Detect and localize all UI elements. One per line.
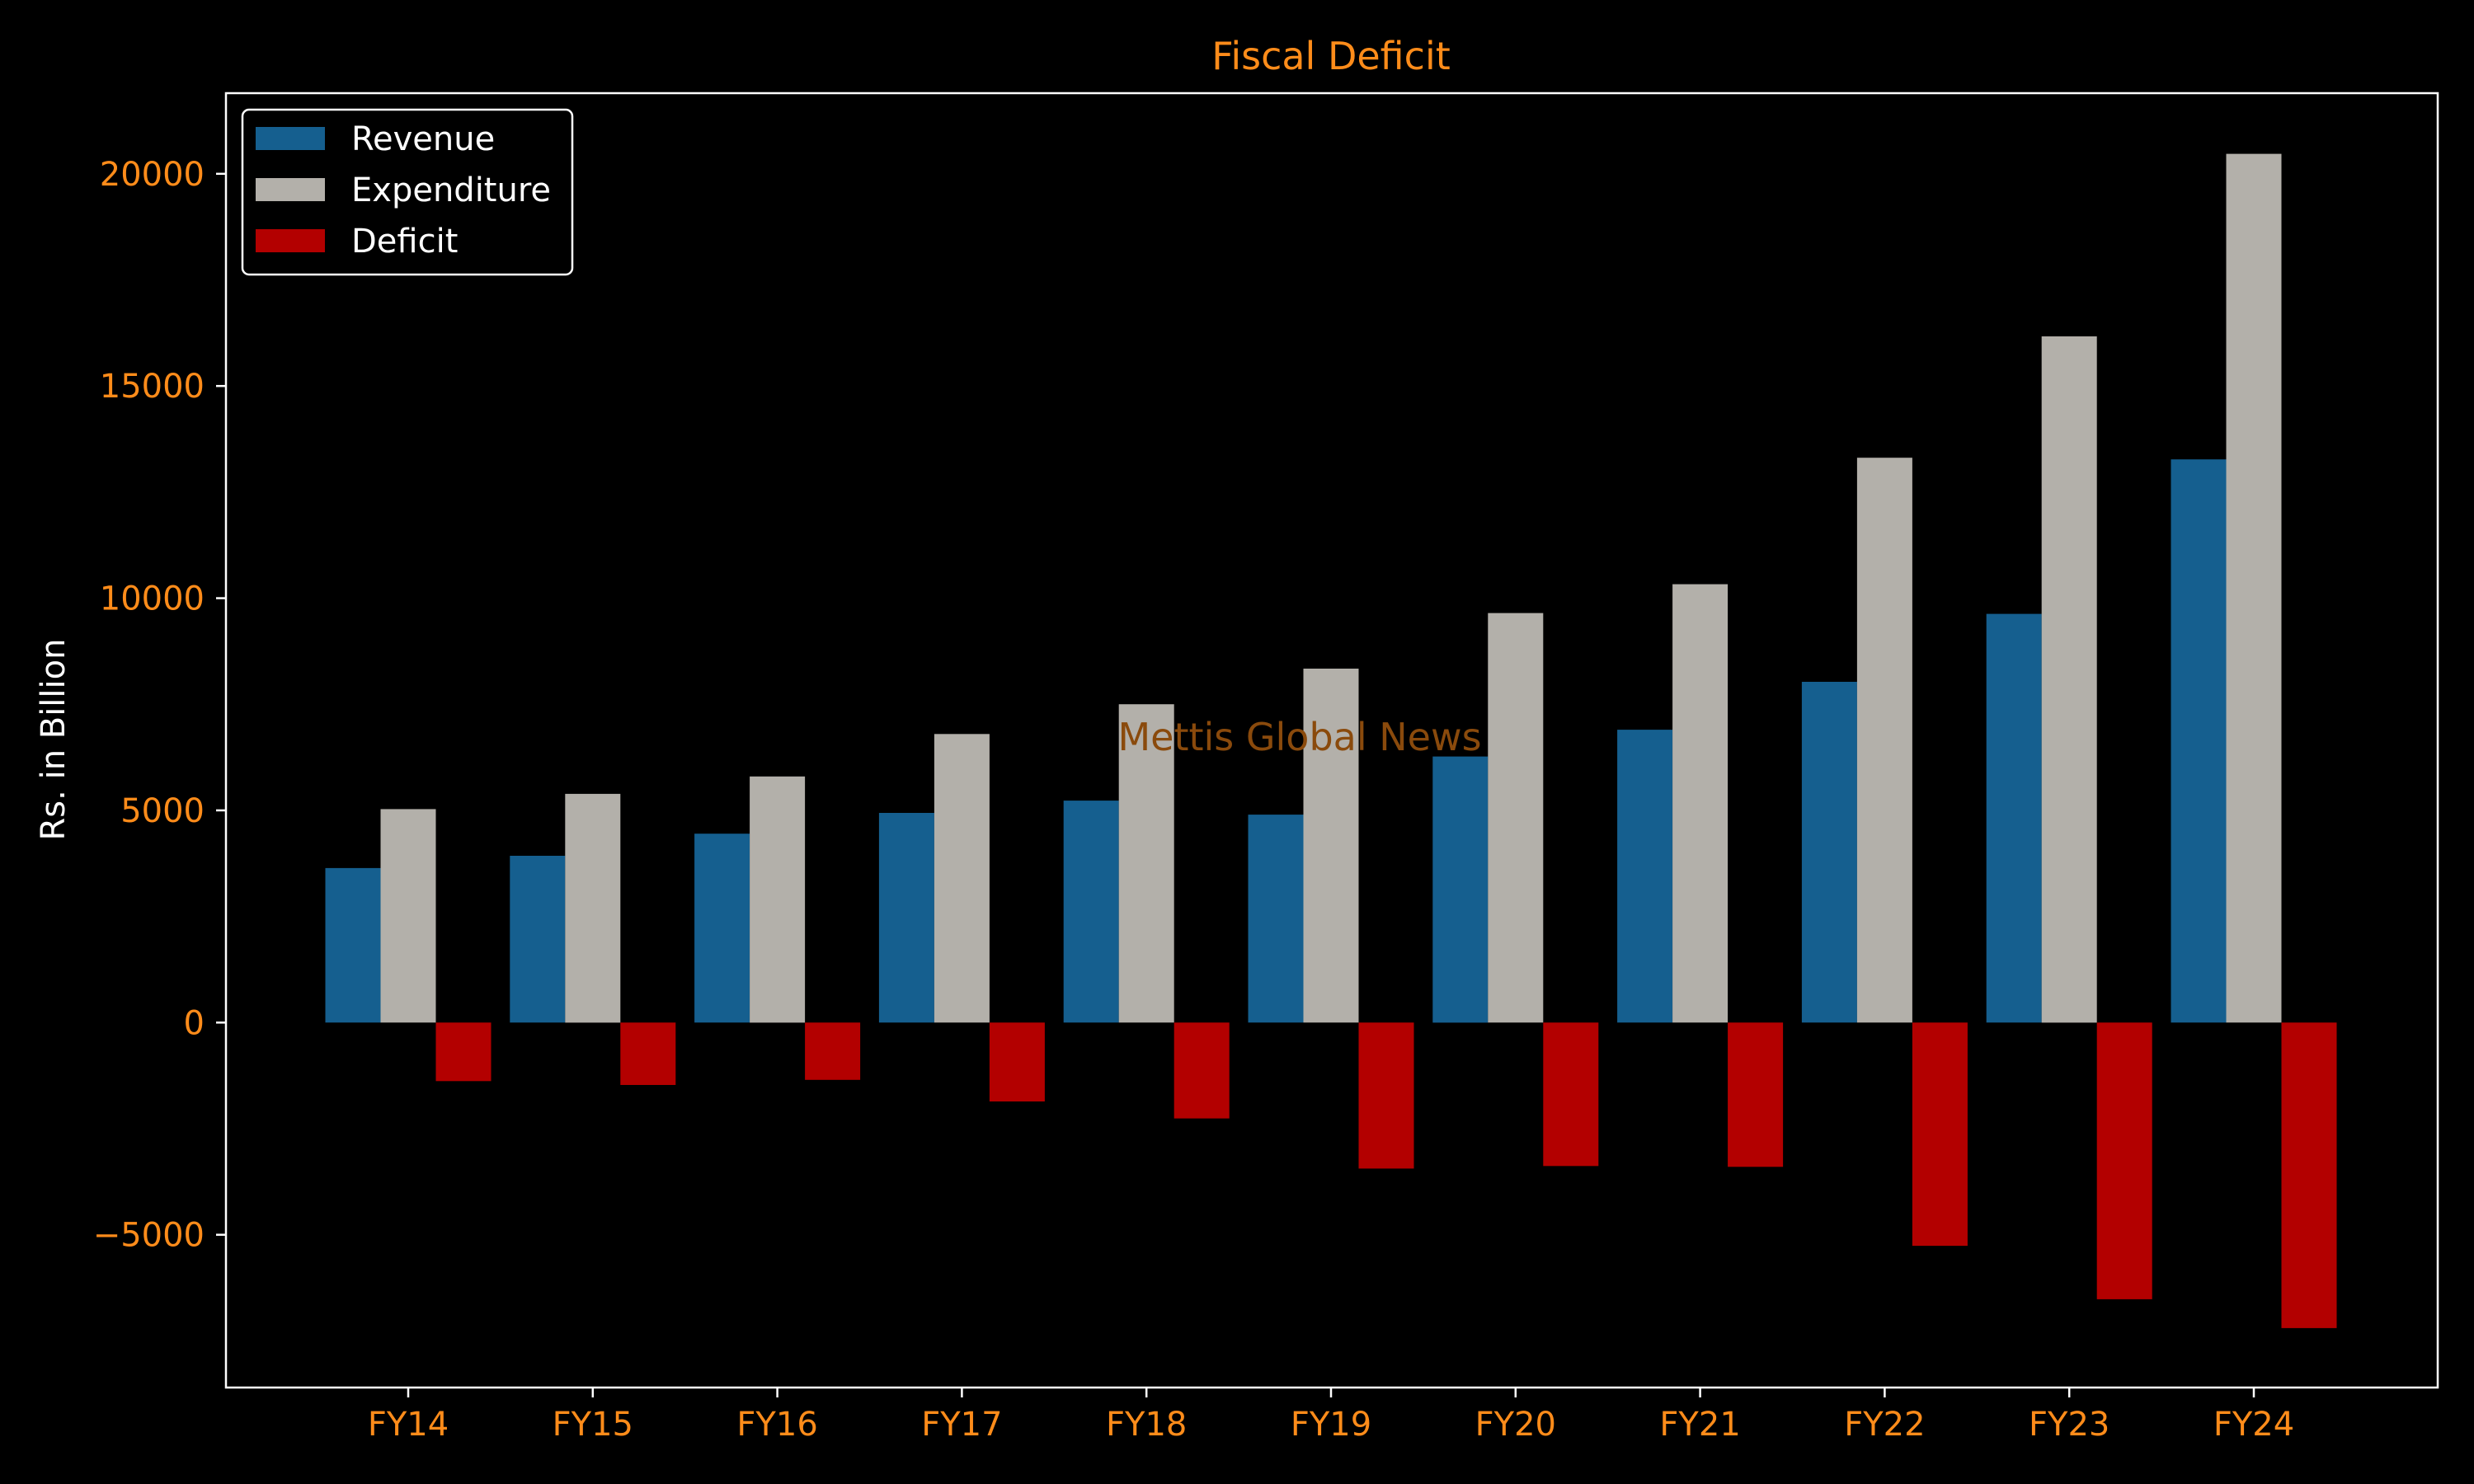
bar-deficit-fy14 — [435, 1022, 492, 1082]
bar-revenue-fy18 — [1063, 801, 1119, 1023]
bar-deficit-fy17 — [989, 1022, 1045, 1101]
bar-deficit-fy18 — [1174, 1022, 1230, 1119]
bar-revenue-fy15 — [510, 856, 566, 1023]
bar-expenditure-fy19 — [1303, 669, 1359, 1023]
bar-deficit-fy20 — [1543, 1022, 1599, 1167]
bar-revenue-fy19 — [1248, 815, 1304, 1023]
legend-label-expenditure: Expenditure — [351, 171, 551, 209]
y-tick-label: 10000 — [100, 580, 205, 618]
bar-expenditure-fy17 — [934, 734, 990, 1023]
x-tick-label-fy24: FY24 — [2213, 1406, 2294, 1444]
bar-expenditure-fy15 — [565, 793, 621, 1023]
legend-swatch-deficit — [256, 229, 325, 252]
watermark-text: Mettis Global News — [1117, 715, 1481, 759]
x-tick-label-fy23: FY23 — [2029, 1406, 2109, 1444]
legend-label-revenue: Revenue — [351, 120, 495, 158]
bar-expenditure-fy21 — [1672, 584, 1729, 1023]
y-tick-label: 20000 — [100, 156, 205, 194]
bar-revenue-fy23 — [1986, 613, 2042, 1023]
x-tick-label-fy14: FY14 — [368, 1406, 449, 1444]
legend-swatch-expenditure — [256, 178, 325, 201]
bar-revenue-fy16 — [694, 834, 750, 1023]
bar-revenue-fy20 — [1432, 756, 1489, 1023]
bar-expenditure-fy24 — [2226, 153, 2282, 1023]
bar-expenditure-fy23 — [2041, 336, 2097, 1023]
x-tick-label-fy19: FY19 — [1291, 1406, 1371, 1444]
bar-deficit-fy24 — [2281, 1022, 2337, 1328]
bar-expenditure-fy14 — [380, 809, 436, 1023]
plot-area-frame — [224, 92, 2439, 1389]
bar-deficit-fy19 — [1358, 1022, 1414, 1169]
x-tick-label-fy15: FY15 — [553, 1406, 633, 1444]
x-tick-label-fy21: FY21 — [1659, 1406, 1740, 1444]
x-tick-label-fy20: FY20 — [1475, 1406, 1556, 1444]
y-tick-label: 5000 — [120, 792, 205, 830]
bar-deficit-fy15 — [620, 1022, 676, 1085]
x-tick-label-fy17: FY17 — [921, 1406, 1002, 1444]
bar-expenditure-fy20 — [1488, 613, 1544, 1023]
bar-deficit-fy22 — [1912, 1022, 1968, 1247]
bars-group — [325, 153, 2337, 1328]
bar-deficit-fy23 — [2096, 1022, 2152, 1299]
bar-revenue-fy22 — [1801, 682, 1857, 1023]
y-tick-label: −5000 — [93, 1217, 205, 1255]
bar-expenditure-fy22 — [1856, 458, 1912, 1023]
x-tick-label-fy18: FY18 — [1106, 1406, 1187, 1444]
bar-revenue-fy14 — [325, 867, 381, 1023]
bar-deficit-fy16 — [805, 1022, 861, 1080]
y-tick-label: 15000 — [100, 368, 205, 406]
chart-title: Fiscal Deficit — [1211, 34, 1451, 78]
bar-expenditure-fy18 — [1118, 704, 1174, 1023]
bar-deficit-fy21 — [1728, 1022, 1784, 1167]
bar-expenditure-fy16 — [750, 776, 806, 1023]
legend-label-deficit: Deficit — [351, 223, 458, 261]
legend-swatch-revenue — [256, 127, 325, 150]
x-tick-label-fy22: FY22 — [1844, 1406, 1925, 1444]
bar-revenue-fy17 — [878, 813, 934, 1023]
ticks-group: −5000 0 5000 10000 15000 20000 FY14 FY15 FY16 FY1… — [93, 156, 2294, 1444]
legend: Revenue Expenditure Deficit — [241, 108, 574, 276]
y-axis-label: Rs. in Billion — [35, 639, 73, 841]
bar-revenue-fy24 — [2171, 459, 2227, 1023]
y-tick-label: 0 — [184, 1004, 205, 1042]
x-tick-label-fy16: FY16 — [736, 1406, 817, 1444]
bar-revenue-fy21 — [1617, 730, 1673, 1023]
